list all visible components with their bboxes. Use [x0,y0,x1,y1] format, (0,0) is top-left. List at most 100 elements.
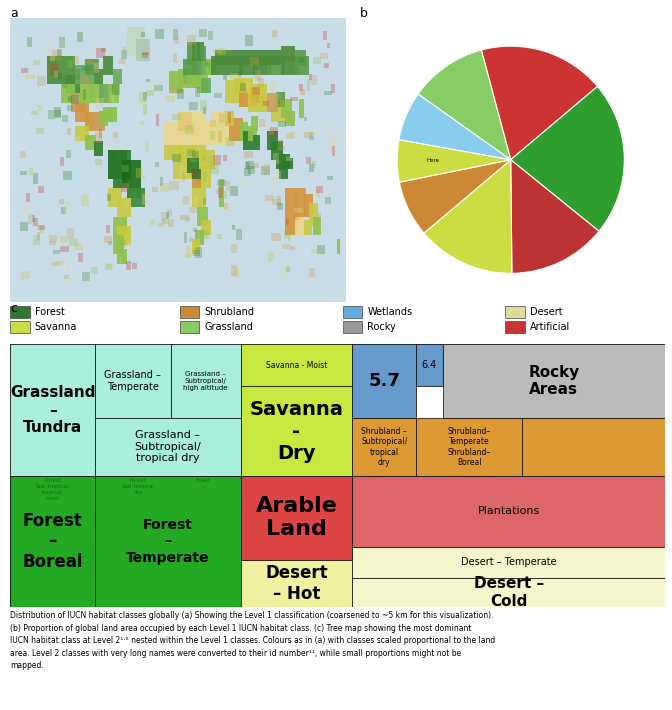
Bar [128,243,131,252]
Bar [306,157,311,165]
Bar [230,72,239,82]
Bar [22,232,26,236]
Bar [214,92,222,98]
Bar [82,272,90,281]
Bar [108,106,118,122]
Bar [178,112,197,131]
Bar [32,111,38,115]
Bar [142,52,149,55]
Bar [101,48,106,53]
Bar [210,120,216,126]
Bar [253,84,267,103]
Bar [300,99,304,118]
Bar [200,99,207,111]
Bar [208,31,213,40]
Bar [78,253,83,262]
Bar [69,239,77,246]
Bar [83,60,93,64]
Bar [251,94,259,103]
Bar [285,114,293,122]
Bar [343,321,362,333]
Bar [113,131,118,138]
Bar [281,273,288,278]
Bar [224,80,243,103]
Bar [94,112,106,131]
Bar [261,165,270,175]
Bar [50,64,59,75]
Wedge shape [511,160,599,273]
Bar [304,132,312,138]
Bar [318,214,321,223]
Text: Plantations: Plantations [478,506,540,516]
Bar [99,129,102,138]
Bar [108,188,122,207]
Bar [224,55,243,75]
Bar [308,74,312,80]
Bar [185,217,190,222]
Bar [122,160,132,179]
Bar [33,173,38,184]
Bar [140,121,144,126]
Bar [174,37,179,44]
Bar [202,60,212,75]
Bar [505,321,525,333]
Bar [115,136,118,147]
Bar [179,165,183,176]
Bar [317,245,325,253]
Bar [75,126,89,141]
Bar [245,151,253,158]
Bar [317,190,321,199]
Bar [271,178,276,187]
Bar [59,200,64,204]
Bar [139,92,146,103]
Bar [113,217,127,236]
Bar [48,110,55,119]
Bar [71,94,85,112]
Bar [192,188,206,207]
Bar [251,116,258,131]
Bar [52,261,59,266]
Bar [75,103,89,122]
Bar [310,249,314,253]
Bar [326,124,329,132]
Bar [95,133,101,143]
Bar [105,264,112,271]
Bar [21,67,28,72]
Bar [216,234,222,239]
Bar [21,271,30,279]
Bar [189,237,194,242]
Bar [222,112,227,122]
Bar [119,257,122,263]
Bar [143,104,146,115]
Bar [192,151,200,160]
Bar [82,75,89,85]
Bar [173,53,177,63]
Bar [231,94,238,104]
Bar [224,204,232,212]
Bar [281,46,295,61]
Bar [60,157,65,165]
Bar [203,172,207,182]
Bar [276,171,281,180]
Bar [132,263,137,269]
Bar [198,174,201,180]
Bar [332,146,335,155]
Bar [220,116,234,145]
Bar [205,62,210,67]
Bar [308,203,318,226]
Bar [292,212,300,220]
Bar [331,84,335,93]
Bar [329,135,337,146]
Bar [144,141,149,152]
Text: 6.4: 6.4 [422,361,437,371]
Text: Shrubland: Shrubland [204,307,254,317]
Bar [54,73,62,79]
Bar [142,53,148,58]
Bar [155,29,164,38]
Bar [60,246,69,252]
Bar [295,50,306,65]
Bar [323,31,327,40]
Bar [187,156,202,179]
Bar [416,344,442,386]
Bar [298,57,304,63]
